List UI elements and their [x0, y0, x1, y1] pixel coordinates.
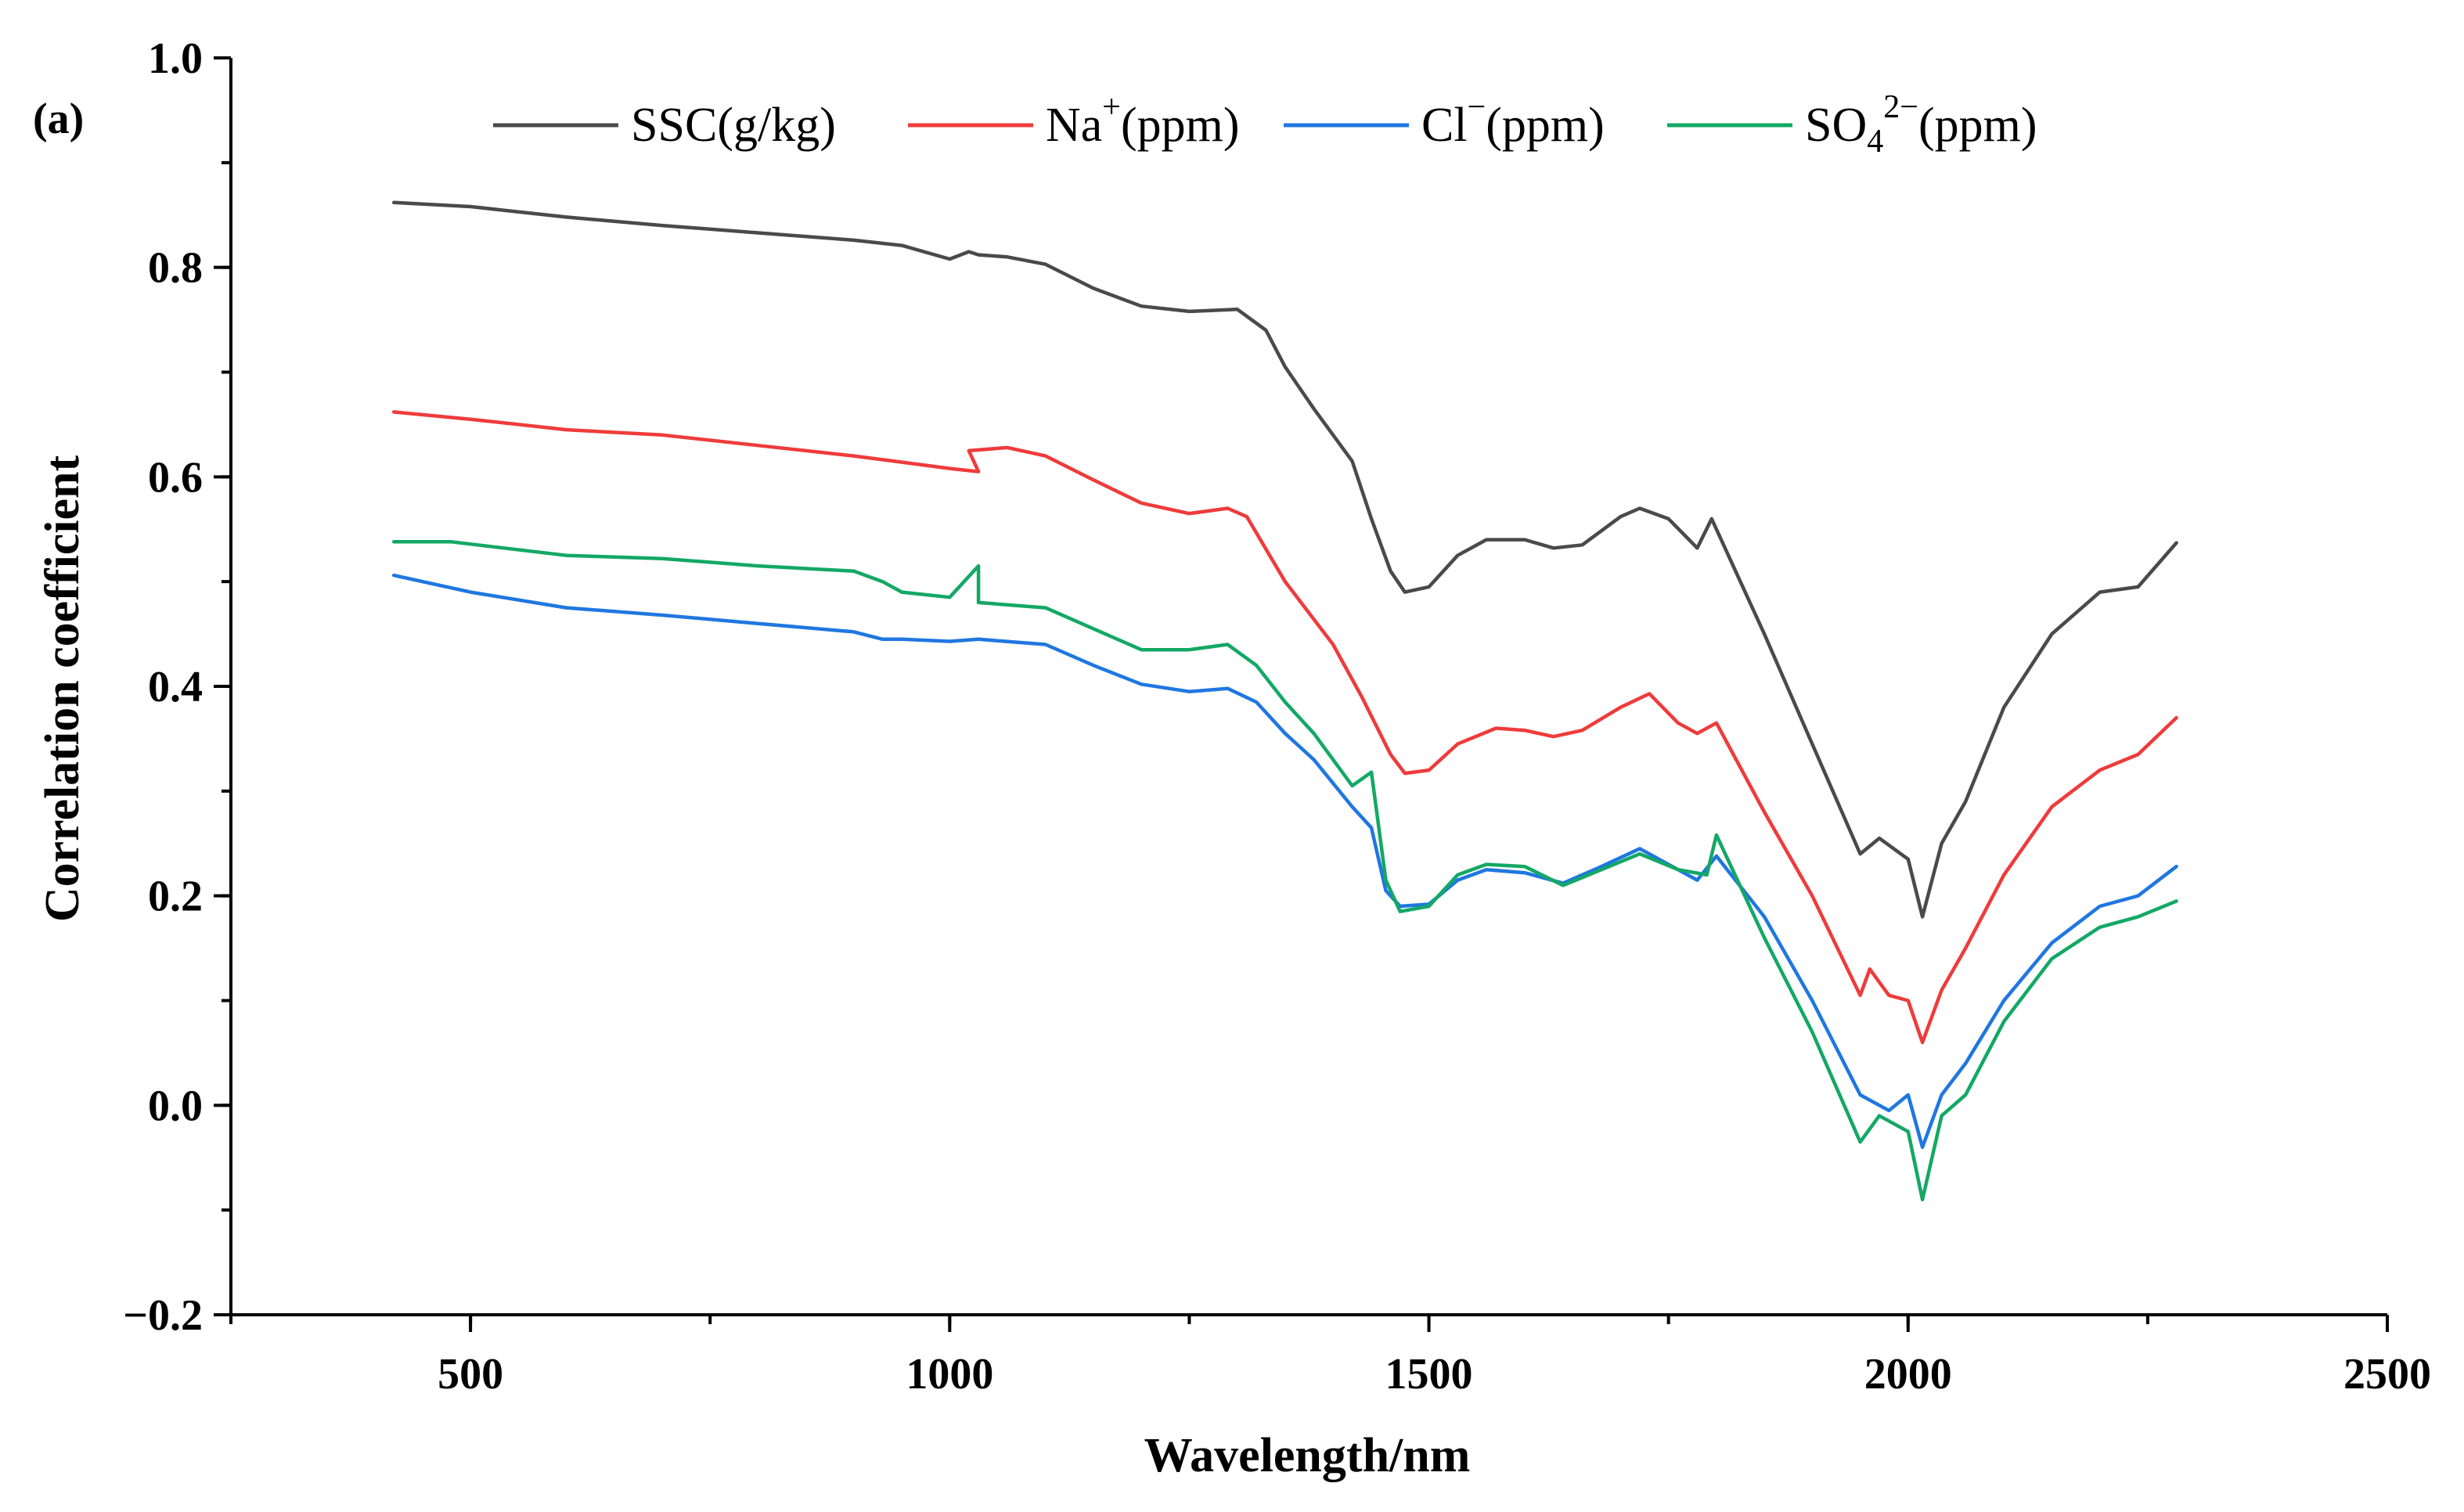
axes: −0.2 0.0 0.2 0.4 0.6 0.8 1.0 500 1000 1500 2000 250…	[123, 34, 2431, 1399]
series-lines	[391, 200, 2178, 1202]
y-tick-label: 0.0	[148, 1082, 203, 1130]
legend-label-3: Cl−(ppm)	[1421, 89, 1605, 152]
x-tick-label: 2500	[2343, 1350, 2431, 1399]
panel-label: (a)	[33, 95, 84, 143]
y-tick-label: 1.0	[148, 34, 203, 83]
x-tick-label: 2000	[1864, 1350, 1952, 1399]
legend: SSC(g/kg) Na+(ppm) Cl−(ppm) SO42−(ppm)	[493, 89, 2037, 160]
legend-label-2: Na+(ppm)	[1046, 89, 1240, 152]
x-axis-title: Wavelength/nm	[1144, 1429, 1471, 1482]
y-tick-label: 0.8	[148, 244, 203, 293]
series-line-2	[391, 410, 2178, 1045]
y-axis-title: Correlation coefficient	[36, 455, 89, 923]
y-tick-label: 0.4	[148, 663, 203, 711]
x-tick-label: 1500	[1385, 1350, 1473, 1399]
legend-label-1: SSC(g/kg)	[631, 99, 836, 152]
x-tick-label: 500	[438, 1350, 503, 1399]
x-tick-label: 1000	[906, 1350, 993, 1399]
y-tick-label: 0.6	[148, 453, 203, 502]
y-tick-label: 0.2	[148, 873, 203, 921]
series-line-1	[391, 200, 2178, 919]
legend-label-4: SO42−(ppm)	[1805, 89, 2037, 160]
series-line-4	[391, 540, 2178, 1202]
y-tick-label: −0.2	[123, 1291, 203, 1340]
